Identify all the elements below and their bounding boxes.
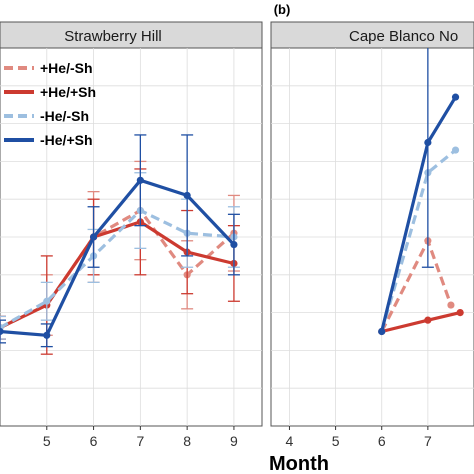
data-point bbox=[424, 138, 432, 147]
panel-b-x-ticks: 4 5 6 7 bbox=[286, 426, 432, 449]
data-point bbox=[447, 301, 455, 309]
series-line bbox=[0, 220, 235, 330]
series-minus-Heplusminus-Sh bbox=[0, 134, 240, 348]
series-line bbox=[0, 178, 236, 337]
data-point bbox=[43, 297, 51, 305]
legend: +He/-Sh +He/+Sh -He/-Sh -He/+Sh bbox=[4, 60, 96, 148]
legend-label-he-minus-sh: +He/-Sh bbox=[40, 60, 93, 76]
series-line bbox=[0, 208, 235, 330]
legend-label-no-he-plus-sh: -He/+Sh bbox=[40, 132, 93, 148]
x-tick-label: 6 bbox=[378, 433, 386, 449]
data-point bbox=[183, 191, 191, 200]
x-tick-label: 7 bbox=[424, 433, 432, 449]
x-tick-label: 7 bbox=[136, 433, 144, 449]
x-tick-label: 4 bbox=[286, 433, 294, 449]
data-point bbox=[136, 176, 144, 184]
panel-b-title: Cape Blanco No bbox=[349, 28, 458, 45]
data-point bbox=[451, 146, 460, 154]
panel-a-x-ticks: 5 6 7 8 9 bbox=[43, 426, 238, 449]
data-point bbox=[456, 309, 464, 317]
data-point bbox=[378, 327, 386, 336]
series-minus-Heplusminus-Sh bbox=[378, 48, 460, 336]
series-line bbox=[380, 148, 457, 332]
legend-label-no-he-minus-sh: -He/-Sh bbox=[40, 108, 89, 124]
data-point bbox=[230, 240, 238, 249]
x-tick-label: 8 bbox=[183, 433, 191, 449]
data-point bbox=[89, 233, 98, 241]
panel-a-series bbox=[0, 134, 240, 355]
data-point bbox=[0, 327, 4, 336]
x-axis-label: Month bbox=[269, 453, 329, 474]
panel-b-label: (b) bbox=[274, 2, 291, 17]
data-point bbox=[43, 331, 51, 339]
x-tick-label: 5 bbox=[43, 433, 51, 449]
data-point bbox=[424, 316, 432, 324]
panel-b-series bbox=[378, 48, 464, 336]
series-plusminus-Heplusminus-Sh bbox=[378, 309, 464, 336]
x-tick-label: 5 bbox=[332, 433, 340, 449]
data-point bbox=[451, 93, 460, 101]
legend-label-he-plus-sh: +He/+Sh bbox=[40, 84, 96, 100]
panel-a-title: Strawberry Hill bbox=[64, 28, 162, 45]
panel-a-strip bbox=[0, 21, 263, 49]
x-tick-label: 9 bbox=[230, 433, 238, 449]
x-tick-label: 6 bbox=[90, 433, 98, 449]
panel-b-strip bbox=[270, 21, 474, 49]
